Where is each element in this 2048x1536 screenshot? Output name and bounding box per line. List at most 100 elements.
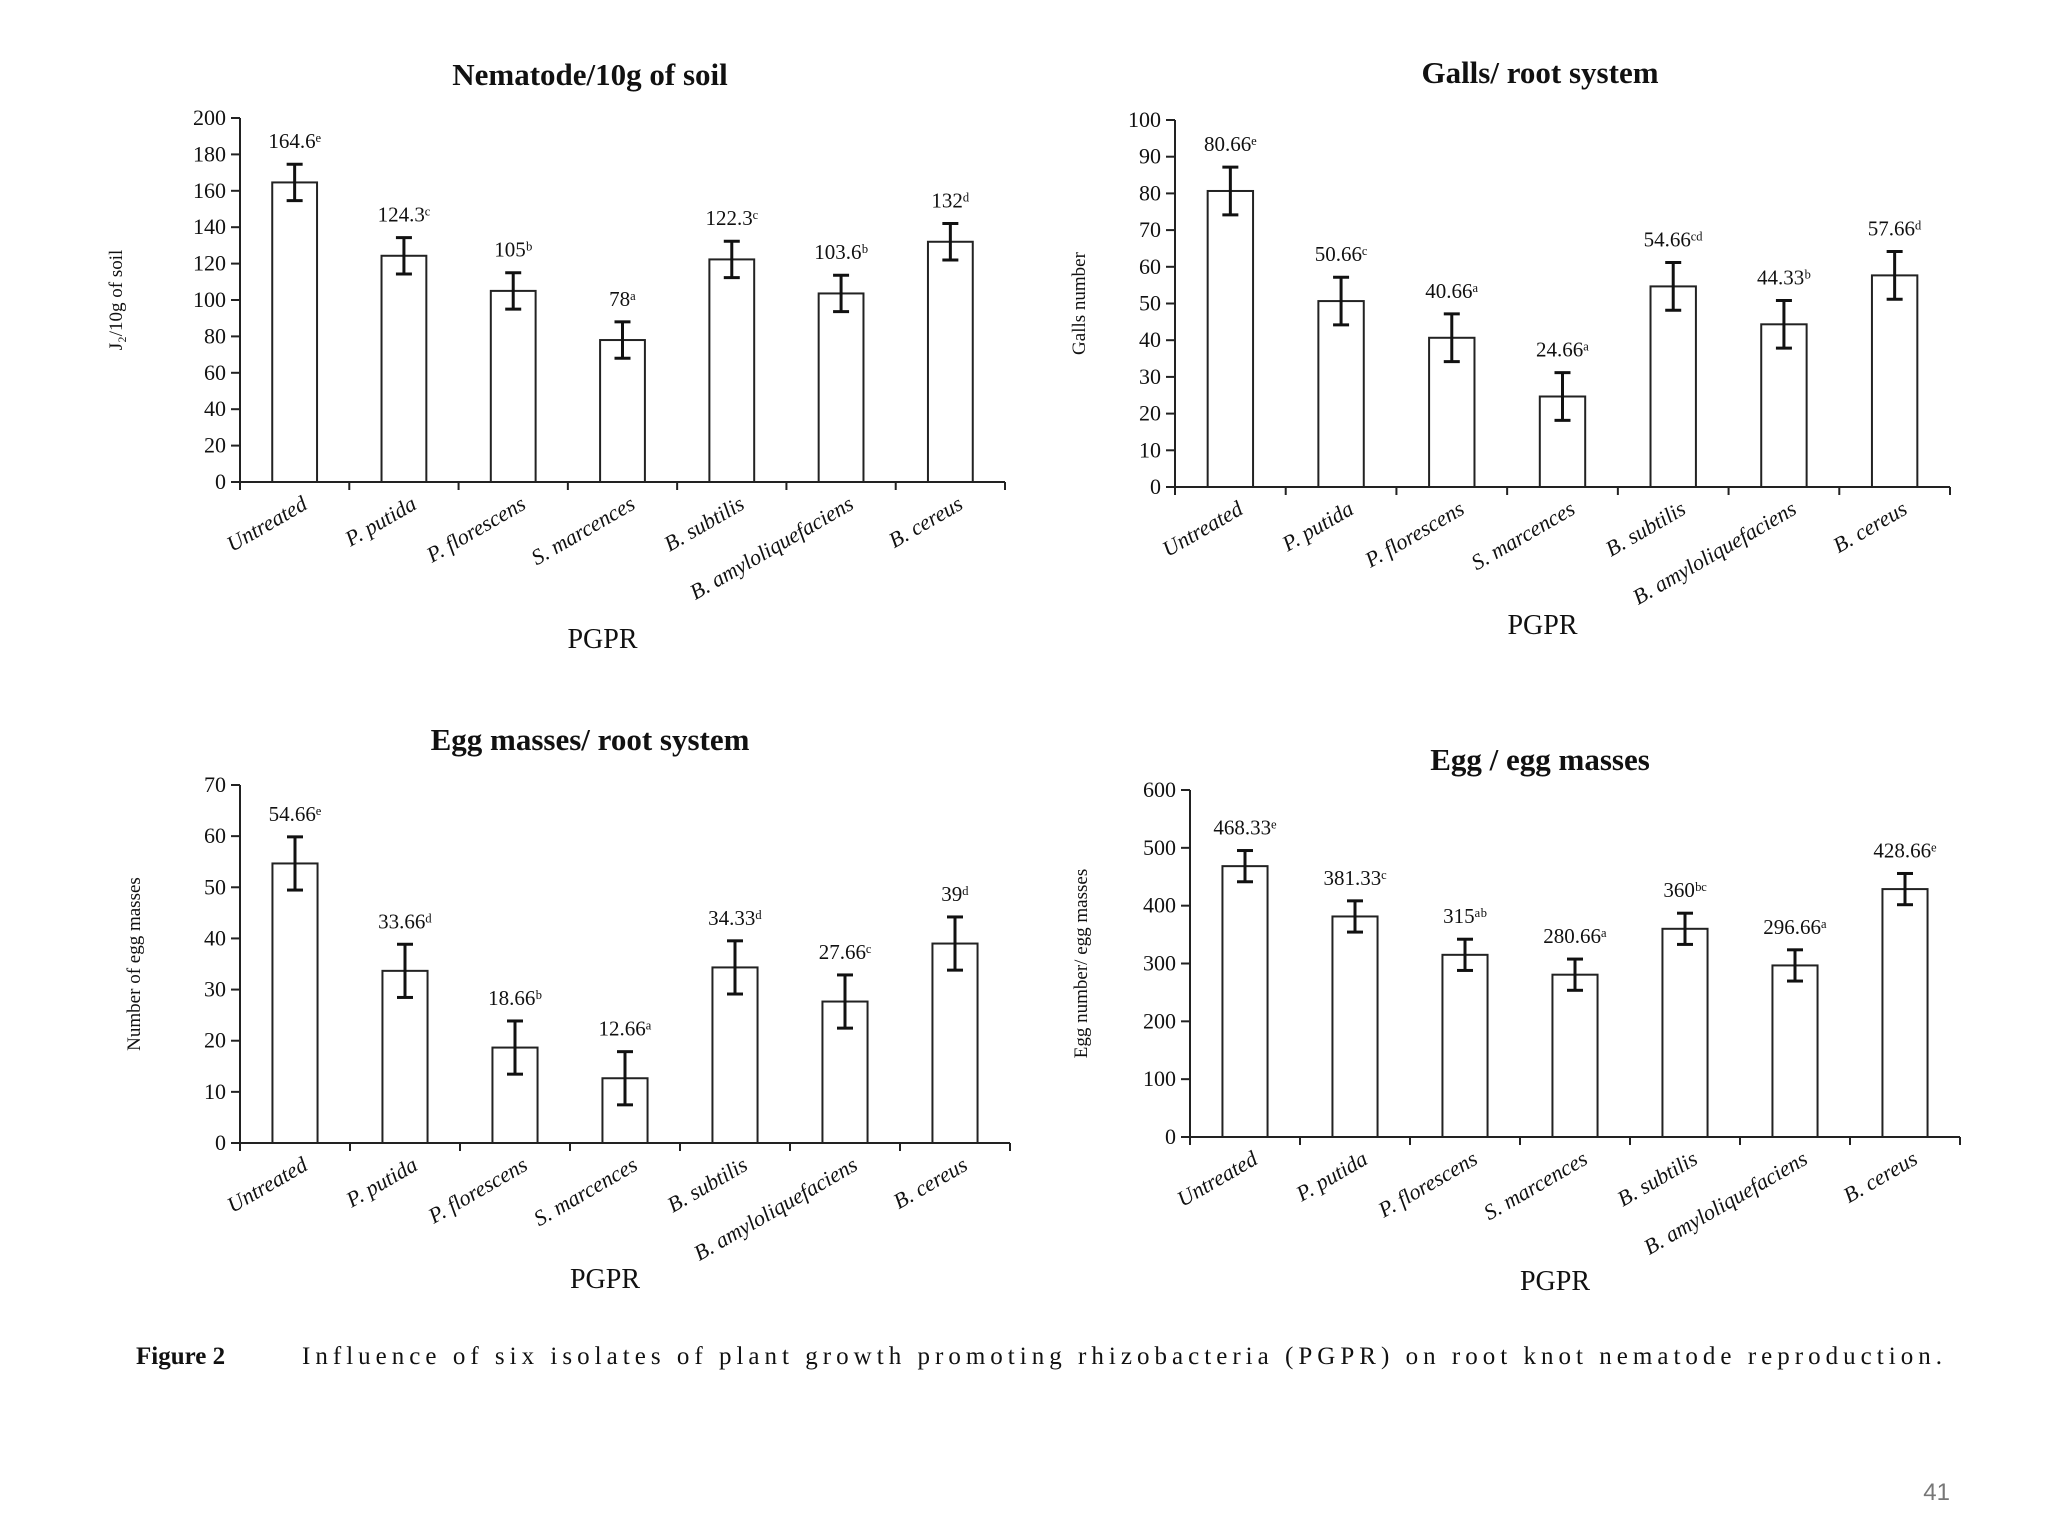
data-label: 24.66ᵃ xyxy=(1536,338,1589,362)
y-tick-label: 70 xyxy=(204,772,226,797)
y-tick-label: 50 xyxy=(1139,291,1161,316)
y-tick-label: 80 xyxy=(204,323,226,348)
y-tick-label: 30 xyxy=(1139,364,1161,389)
y-axis-label: Galls number xyxy=(1069,251,1090,355)
x-axis-label: PGPR xyxy=(1520,1266,1590,1297)
x-axis-label: PGPR xyxy=(570,1264,640,1295)
data-label: 360ᵇᶜ xyxy=(1663,878,1707,902)
data-label: 280.66ᵃ xyxy=(1543,924,1607,948)
y-tick-label: 200 xyxy=(1143,1008,1176,1033)
bar xyxy=(1649,285,1697,488)
y-tick-label: 10 xyxy=(1139,437,1161,462)
category-label: P. putida xyxy=(340,491,421,552)
data-label: 78ᵃ xyxy=(609,287,636,311)
bar xyxy=(1881,888,1929,1138)
data-label: 428.66ᵉ xyxy=(1873,838,1937,862)
y-tick-label: 0 xyxy=(215,469,226,494)
y-tick-label: 600 xyxy=(1143,777,1176,802)
y-tick-label: 0 xyxy=(1150,474,1161,499)
y-axis-label: J₂/10g of soil xyxy=(106,250,127,351)
bar xyxy=(599,339,646,484)
bar xyxy=(1221,865,1269,1139)
data-label: 12.66ᵃ xyxy=(599,1017,652,1041)
y-tick-label: 140 xyxy=(193,214,226,239)
data-label: 122.3ᶜ xyxy=(705,206,758,230)
y-axis-label: Number of egg masses xyxy=(124,877,145,1051)
bar xyxy=(381,969,429,1144)
bar xyxy=(1317,300,1365,488)
category-label: P. florescens xyxy=(423,1152,532,1229)
y-tick-label: 30 xyxy=(204,977,226,1002)
y-tick-label: 70 xyxy=(1139,217,1161,242)
bar xyxy=(931,942,979,1144)
category-label: S. marcences xyxy=(1467,496,1579,575)
data-label: 296.66ᵃ xyxy=(1763,915,1827,939)
bar xyxy=(1331,915,1379,1139)
data-label: 80.66ᵉ xyxy=(1204,132,1257,156)
y-tick-label: 400 xyxy=(1143,893,1176,918)
bar xyxy=(1870,274,1919,488)
chart-3: Egg masses/ root system 0 10 20 30 40 50 60 70 Nu… xyxy=(124,722,1011,1295)
category-label: B. cereus xyxy=(889,1152,972,1214)
y-tick-label: 180 xyxy=(193,141,226,166)
data-label: 103.6ᵇ xyxy=(814,240,868,264)
data-label: 27.66ᶜ xyxy=(819,940,872,964)
y-tick-label: 50 xyxy=(204,874,226,899)
category-label: S. marcences xyxy=(1479,1146,1591,1225)
bar xyxy=(711,966,759,1144)
chart-title: Galls/ root system xyxy=(1421,55,1658,90)
category-label: S. marcences xyxy=(527,491,639,570)
y-tick-label: 40 xyxy=(204,925,226,950)
category-label: B. cereus xyxy=(884,491,967,553)
y-tick-label: 20 xyxy=(1139,401,1161,426)
category-label: P. florescens xyxy=(1373,1146,1482,1223)
data-label: 315ᵃᵇ xyxy=(1443,904,1487,928)
category-label: Untreated xyxy=(1172,1145,1262,1211)
bar xyxy=(1206,189,1255,488)
figure-caption: Figure 2 Influence of six isolates of pl… xyxy=(136,1343,1942,1370)
bar xyxy=(817,292,865,483)
data-label: 54.66ᶜᵈ xyxy=(1644,228,1704,252)
category-label: Untreated xyxy=(222,1151,312,1217)
category-label: B. subtilis xyxy=(1613,1146,1702,1212)
data-label: 44.33ᵇ xyxy=(1757,265,1811,289)
category-label: P. putida xyxy=(1277,496,1358,557)
y-tick-label: 20 xyxy=(204,1028,226,1053)
chart-2: Galls/ root system 0 10 20 30 40 50 60 70 80 90 100… xyxy=(1069,55,1951,641)
chart-4: Egg / egg masses 0 100 200 300 400 500 600 Egg n… xyxy=(1071,742,1961,1297)
data-label: 39ᵈ xyxy=(941,882,969,906)
data-label: 33.66ᵈ xyxy=(378,909,432,933)
y-tick-label: 100 xyxy=(193,287,226,312)
y-axis-label: Egg number/ egg masses xyxy=(1071,869,1092,1058)
category-label: P. florescens xyxy=(421,491,530,568)
bar xyxy=(1771,964,1819,1138)
y-tick-label: 120 xyxy=(193,251,226,276)
data-label: 57.66ᵈ xyxy=(1868,217,1922,241)
data-label: 40.66ᵃ xyxy=(1425,279,1478,303)
y-tick-label: 300 xyxy=(1143,951,1176,976)
category-label: B. subtilis xyxy=(1601,496,1690,562)
category-label: P. florescens xyxy=(1360,496,1469,573)
y-tick-label: 60 xyxy=(1139,254,1161,279)
chart-title: Egg masses/ root system xyxy=(431,722,750,757)
category-label: P. putida xyxy=(341,1152,422,1213)
category-label: B. cereus xyxy=(1839,1146,1922,1208)
y-tick-label: 60 xyxy=(204,360,226,385)
x-axis-label: PGPR xyxy=(1507,610,1577,641)
data-label: 50.66ᶜ xyxy=(1315,242,1368,266)
bar xyxy=(489,289,537,483)
data-label: 54.66ᵉ xyxy=(269,802,322,826)
category-label: B. subtilis xyxy=(663,1152,752,1218)
data-label: 124.3ᶜ xyxy=(378,203,431,227)
y-tick-label: 60 xyxy=(204,823,226,848)
data-label: 34.33ᵈ xyxy=(708,906,762,930)
bar xyxy=(271,862,319,1144)
y-tick-label: 40 xyxy=(1139,327,1161,352)
chart-title: Nematode/10g of soil xyxy=(452,57,728,92)
y-tick-label: 90 xyxy=(1139,144,1161,169)
y-tick-label: 0 xyxy=(1165,1124,1176,1149)
category-label: P. putida xyxy=(1291,1146,1372,1207)
bar xyxy=(1551,973,1599,1138)
y-tick-label: 80 xyxy=(1139,180,1161,205)
